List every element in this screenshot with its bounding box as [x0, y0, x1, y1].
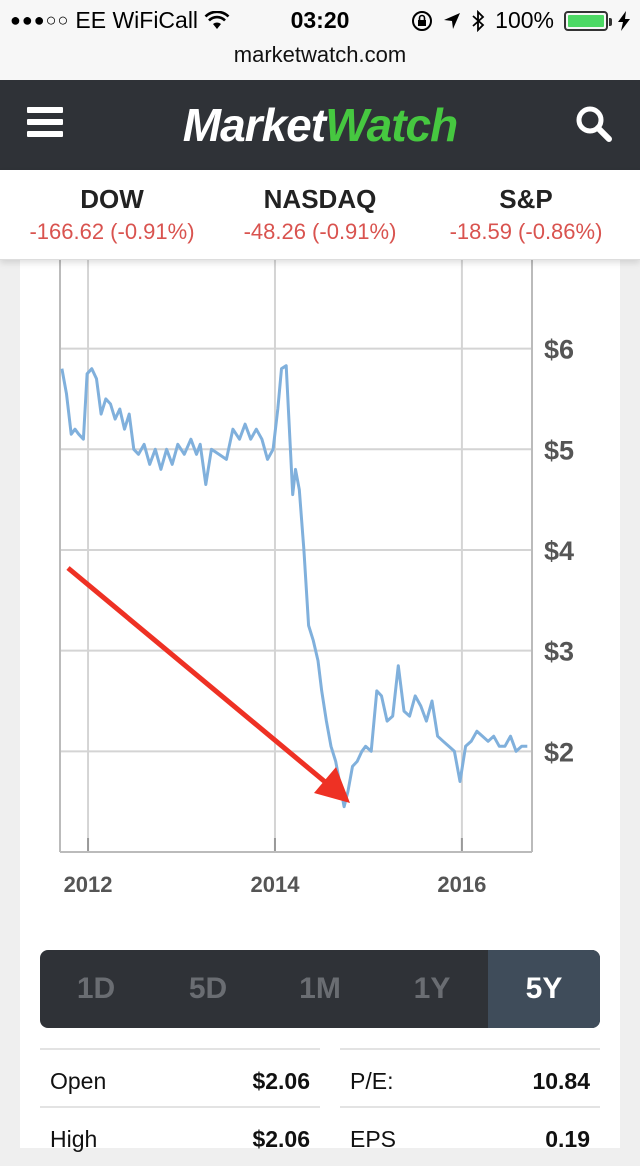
y-tick-label: $3 [544, 637, 574, 667]
stat-label: P/E: [350, 1068, 394, 1094]
status-bar: ●●●○○ EE WiFiCall 03:20 100% [0, 0, 640, 40]
range-5d-button[interactable]: 5D [188, 972, 228, 1005]
index-change: -18.59 (-0.86%) [449, 219, 603, 244]
price-line [60, 364, 528, 809]
location-arrow-icon [444, 12, 461, 29]
stat-row-open: Open $2.06 [40, 1048, 320, 1108]
range-1d-button[interactable]: 1D [76, 972, 116, 1005]
logo-text-watch: Watch [325, 99, 458, 151]
index-change: -166.62 (-0.91%) [29, 219, 195, 244]
battery-percentage: 100% [495, 7, 554, 33]
stat-label: High [50, 1126, 98, 1152]
time-range-selector: 1D 5D 1M 1Y 5Y [40, 950, 600, 1028]
charging-bolt-icon [618, 10, 630, 31]
annotation-arrow-shaft [66, 566, 338, 793]
logo-text-market: Market [182, 99, 326, 151]
y-tick-label: $2 [544, 737, 574, 767]
site-header: MarketWatch [0, 80, 640, 170]
index-dow[interactable]: DOW -166.62 (-0.91%) [12, 184, 212, 245]
stat-value: 0.19 [545, 1126, 590, 1152]
y-tick-label: $6 [544, 335, 574, 365]
x-tick-label: 2016 [437, 872, 486, 897]
signal-strength-icon: ●●●○○ [10, 10, 70, 30]
stat-row-high: High $2.06 [40, 1106, 320, 1166]
y-tick-label: $5 [544, 435, 574, 465]
x-tick-label: 2014 [250, 872, 300, 897]
address-bar[interactable]: marketwatch.com [0, 40, 640, 80]
wifi-icon [204, 10, 230, 29]
url-text[interactable]: marketwatch.com [233, 42, 407, 67]
marketwatch-logo[interactable]: MarketWatch [0, 98, 640, 152]
battery-icon [564, 10, 612, 31]
rotation-lock-icon [412, 10, 433, 31]
index-nasdaq[interactable]: NASDAQ -48.26 (-0.91%) [220, 184, 420, 245]
stat-value: $2.06 [252, 1068, 310, 1094]
stat-row-eps: EPS 0.19 [340, 1106, 600, 1166]
stat-label: Open [50, 1068, 107, 1094]
bluetooth-icon [472, 9, 485, 32]
index-name: DOW [80, 184, 144, 214]
hamburger-menu-icon[interactable] [27, 107, 65, 139]
index-sp[interactable]: S&P -18.59 (-0.86%) [426, 184, 626, 245]
search-icon[interactable] [574, 104, 614, 144]
x-tick-label: 2012 [64, 872, 113, 897]
carrier-label: EE WiFiCall [75, 7, 199, 33]
index-change: -48.26 (-0.91%) [243, 219, 397, 244]
y-tick-label: $4 [544, 536, 574, 566]
range-1y-button[interactable]: 1Y [413, 972, 451, 1005]
range-1m-button[interactable]: 1M [299, 972, 341, 1005]
range-5y-button[interactable]: 5Y [488, 950, 600, 1028]
market-index-strip: DOW -166.62 (-0.91%) NASDAQ -48.26 (-0.9… [0, 170, 640, 260]
annotation-arrow-head [314, 767, 350, 803]
index-name: S&P [499, 184, 553, 214]
stat-row-pe: P/E: 10.84 [340, 1048, 600, 1108]
stat-label: EPS [350, 1126, 397, 1152]
clock-time: 03:20 [290, 7, 350, 33]
stat-value: 10.84 [532, 1068, 590, 1094]
stat-value: $2.06 [252, 1126, 310, 1152]
index-name: NASDAQ [263, 184, 377, 214]
price-chart[interactable]: $6 $5 $4 $3 $2 2012 2014 2016 [20, 258, 620, 928]
